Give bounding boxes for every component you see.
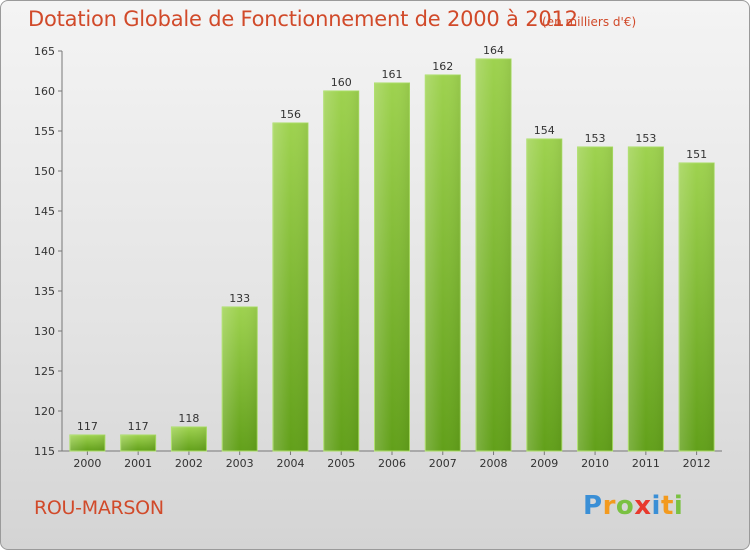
bar-value-label: 117 bbox=[128, 420, 149, 433]
bar-value-label: 153 bbox=[585, 132, 606, 145]
x-tick-label: 2003 bbox=[226, 457, 254, 470]
x-tick-label: 2010 bbox=[581, 457, 609, 470]
y-tick-label: 140 bbox=[34, 245, 55, 258]
y-tick-label: 165 bbox=[34, 45, 55, 58]
bar-value-label: 162 bbox=[432, 60, 453, 73]
x-tick-label: 2012 bbox=[683, 457, 711, 470]
logo-letter: x bbox=[634, 491, 652, 521]
x-tick-label: 2009 bbox=[530, 457, 558, 470]
bar-value-label: 153 bbox=[635, 132, 656, 145]
bar-shade bbox=[69, 435, 105, 451]
logo-letter: P bbox=[583, 491, 603, 521]
bar-shade bbox=[374, 83, 410, 451]
bar-value-label: 161 bbox=[382, 68, 403, 81]
bar-value-label: 133 bbox=[229, 292, 250, 305]
bar-shade bbox=[679, 163, 715, 451]
bar-value-label: 156 bbox=[280, 108, 301, 121]
bar-value-label: 118 bbox=[178, 412, 199, 425]
x-tick-label: 2008 bbox=[480, 457, 508, 470]
bar-shade bbox=[577, 147, 613, 451]
bar-value-label: 164 bbox=[483, 44, 504, 57]
x-tick-label: 2000 bbox=[73, 457, 101, 470]
logo-letter: i bbox=[651, 491, 661, 521]
x-tick-label: 2007 bbox=[429, 457, 457, 470]
y-tick-label: 120 bbox=[34, 405, 55, 418]
bar-shade bbox=[222, 307, 258, 451]
y-tick-label: 160 bbox=[34, 85, 55, 98]
logo-letter: o bbox=[615, 491, 635, 521]
y-tick-label: 125 bbox=[34, 365, 55, 378]
x-tick-label: 2002 bbox=[175, 457, 203, 470]
bar-shade bbox=[323, 91, 359, 451]
y-tick-label: 145 bbox=[34, 205, 55, 218]
bar-shade bbox=[272, 123, 308, 451]
x-tick-label: 2004 bbox=[276, 457, 304, 470]
chart-title: Dotation Globale de Fonctionnement de 20… bbox=[28, 7, 578, 31]
x-tick-label: 2001 bbox=[124, 457, 152, 470]
logo-letter: i bbox=[673, 491, 684, 521]
bar-value-label: 117 bbox=[77, 420, 98, 433]
bar-shade bbox=[425, 75, 461, 451]
logo-letter: r bbox=[602, 491, 616, 521]
y-tick-label: 155 bbox=[34, 125, 55, 138]
bar-shade bbox=[171, 427, 207, 451]
bar-shade bbox=[120, 435, 156, 451]
bar-shade bbox=[628, 147, 664, 451]
bar-value-label: 151 bbox=[686, 148, 707, 161]
place-name: ROU-MARSON bbox=[34, 497, 164, 519]
logo-letter: t bbox=[660, 491, 674, 521]
bar-shade bbox=[476, 59, 512, 451]
proxiti-logo: Proxiti bbox=[583, 491, 683, 521]
x-tick-label: 2006 bbox=[378, 457, 406, 470]
bars-group bbox=[69, 58, 715, 452]
bar-value-label: 154 bbox=[534, 124, 555, 137]
bar-shade bbox=[526, 139, 562, 451]
x-tick-label: 2011 bbox=[632, 457, 660, 470]
x-tick-label: 2005 bbox=[327, 457, 355, 470]
y-tick-label: 130 bbox=[34, 325, 55, 338]
y-tick-label: 150 bbox=[34, 165, 55, 178]
labels-group: 117 2000 117 2001 118 2002 133 2003 156 2004 160 20… bbox=[73, 44, 710, 470]
y-tick-label: 135 bbox=[34, 285, 55, 298]
bar-value-label: 160 bbox=[331, 76, 352, 89]
axes-group: 115 120 125 130 135 140 145 150 155 160 165 bbox=[34, 45, 722, 458]
y-tick-label: 115 bbox=[34, 445, 55, 458]
chart-subtitle: (en milliers d'€) bbox=[542, 15, 637, 29]
